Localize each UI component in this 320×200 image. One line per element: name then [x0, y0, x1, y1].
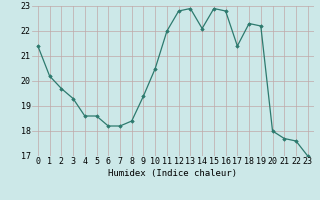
X-axis label: Humidex (Indice chaleur): Humidex (Indice chaleur) — [108, 169, 237, 178]
